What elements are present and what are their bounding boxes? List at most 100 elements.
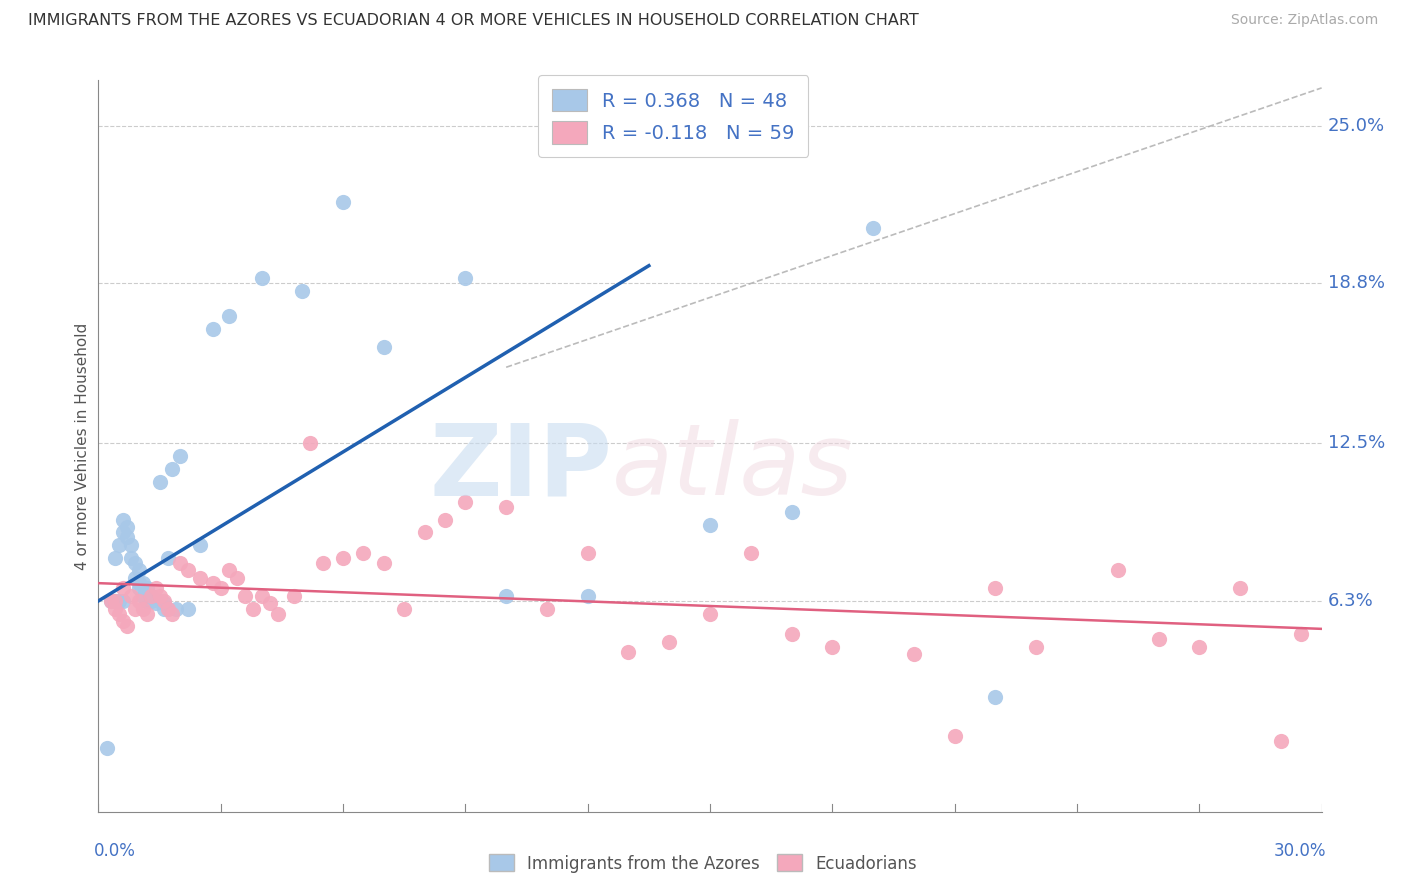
Point (152, 601, 174, 615)
Point (332, 550, 354, 565)
Point (250, 271, 273, 285)
Point (169, 556, 191, 570)
Point (984, 690, 1007, 705)
Point (124, 601, 146, 615)
Point (100, 594, 122, 608)
Point (312, 556, 335, 570)
Point (201, 576, 224, 591)
Point (128, 564, 150, 578)
Point (699, 607, 721, 621)
Point (115, 520, 138, 534)
Point (177, 601, 200, 615)
Point (100, 594, 122, 608)
Point (115, 530, 138, 544)
Point (120, 538, 142, 552)
Point (780, 505, 803, 519)
Point (128, 594, 150, 608)
Point (1229, 581, 1251, 595)
Point (617, 645, 640, 659)
Point (141, 589, 163, 603)
Point (141, 589, 163, 603)
Point (145, 581, 167, 595)
Text: 25.0%: 25.0% (1327, 117, 1385, 135)
Point (111, 581, 134, 595)
Point (120, 589, 142, 603)
Point (780, 627, 803, 641)
Y-axis label: 4 or more Vehicles in Household: 4 or more Vehicles in Household (75, 322, 90, 570)
Point (821, 640, 844, 654)
Text: IMMIGRANTS FROM THE AZORES VS ECUADORIAN 4 OR MORE VEHICLES IN HOUSEHOLD CORRELA: IMMIGRANTS FROM THE AZORES VS ECUADORIAN… (28, 13, 920, 29)
Point (149, 475, 172, 489)
Point (132, 589, 155, 603)
Point (177, 564, 200, 578)
Point (115, 619, 138, 633)
Point (495, 500, 517, 514)
Point (128, 576, 150, 591)
Point (156, 550, 179, 565)
Point (454, 495, 477, 509)
Text: Source: ZipAtlas.com: Source: ZipAtlas.com (1230, 13, 1378, 28)
Point (283, 589, 305, 603)
Point (291, 284, 314, 298)
Point (242, 601, 264, 615)
Text: ZIP: ZIP (429, 419, 612, 516)
Point (96, 741, 118, 756)
Point (152, 597, 174, 611)
Point (132, 601, 155, 615)
Point (413, 525, 436, 540)
Point (392, 601, 416, 615)
Point (536, 601, 558, 615)
Point (201, 322, 224, 336)
Text: 0.0%: 0.0% (94, 842, 136, 860)
Point (1147, 632, 1170, 646)
Point (152, 594, 174, 608)
Point (165, 601, 187, 615)
Legend: R = 0.368   N = 48, R = -0.118   N = 59: R = 0.368 N = 48, R = -0.118 N = 59 (538, 75, 808, 157)
Point (233, 589, 256, 603)
Text: 18.8%: 18.8% (1327, 275, 1385, 293)
Point (108, 538, 131, 552)
Point (209, 581, 232, 595)
Point (160, 462, 183, 476)
Point (1107, 564, 1129, 578)
Point (250, 589, 273, 603)
Point (984, 581, 1007, 595)
Point (373, 340, 395, 354)
Point (136, 594, 159, 608)
Text: 6.3%: 6.3% (1327, 592, 1374, 610)
Point (699, 517, 721, 532)
Point (267, 607, 290, 621)
Point (373, 556, 395, 570)
Point (1188, 640, 1211, 654)
Point (156, 601, 179, 615)
Point (576, 589, 599, 603)
Point (104, 594, 127, 608)
Point (108, 594, 131, 608)
Point (259, 597, 281, 611)
Point (454, 271, 477, 285)
Point (226, 571, 249, 585)
Text: atlas: atlas (612, 419, 853, 516)
Point (104, 601, 127, 615)
Point (434, 513, 457, 527)
Point (169, 449, 191, 463)
Point (111, 614, 134, 628)
Point (1025, 640, 1047, 654)
Point (299, 436, 322, 450)
Point (111, 594, 134, 608)
Point (141, 594, 163, 608)
Point (188, 538, 212, 552)
Point (218, 310, 240, 324)
Point (1291, 627, 1313, 641)
Point (160, 607, 183, 621)
Text: 12.5%: 12.5% (1327, 434, 1385, 452)
Point (149, 594, 172, 608)
Point (145, 597, 167, 611)
Point (120, 550, 142, 565)
Text: 30.0%: 30.0% (1274, 842, 1326, 860)
Point (124, 556, 146, 570)
Point (943, 729, 966, 743)
Point (124, 571, 146, 585)
Point (136, 607, 159, 621)
Point (218, 564, 240, 578)
